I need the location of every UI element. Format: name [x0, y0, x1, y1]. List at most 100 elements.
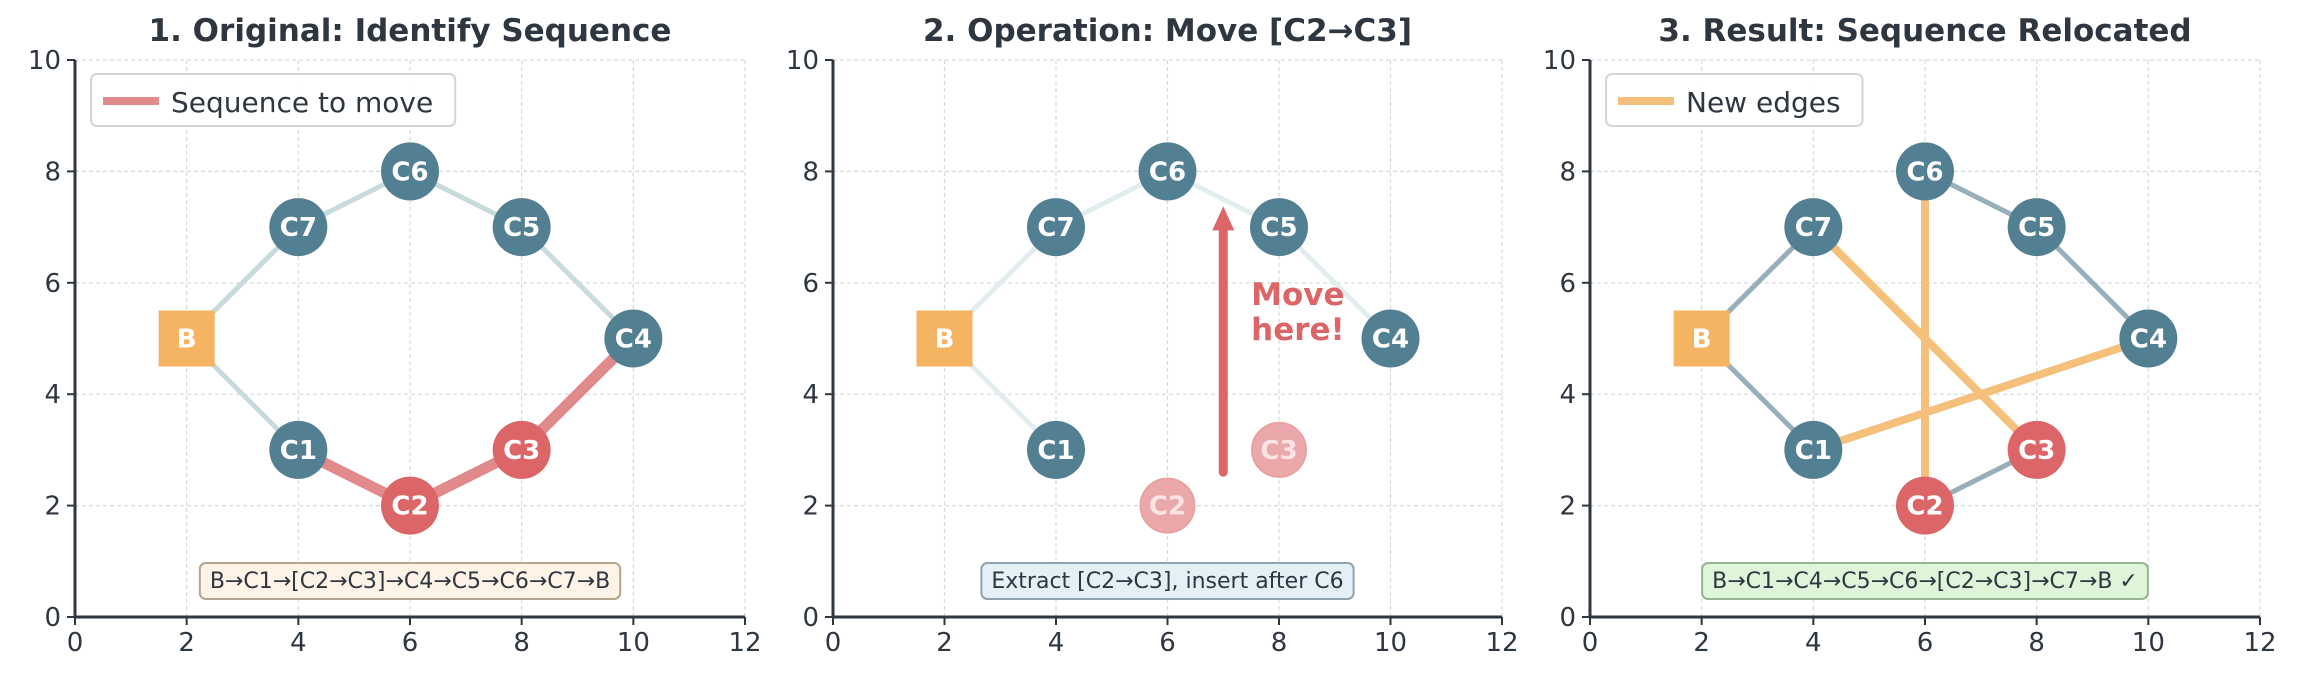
node-label: C6	[1149, 157, 1186, 187]
x-tick-label: 0	[67, 628, 84, 658]
x-tick-label: 10	[617, 628, 650, 658]
x-tick-label: 12	[728, 628, 761, 658]
node-b: B	[1673, 310, 1730, 367]
node-circle	[1027, 198, 1085, 257]
panel-title: 1. Original: Identify Sequence	[149, 13, 672, 49]
x-tick-label: 10	[1374, 628, 1407, 658]
y-tick-label: 0	[1559, 603, 1576, 633]
y-tick-label: 10	[1543, 46, 1576, 76]
node-c7: C7	[269, 198, 328, 257]
y-tick-label: 0	[802, 603, 819, 633]
node-circle	[2007, 198, 2066, 257]
node-label: C5	[2018, 213, 2055, 243]
caption-text: B→C1→C4→C5→C6→[C2→C3]→C7→B ✓	[1712, 569, 2138, 594]
node-label: B	[935, 325, 955, 355]
node-label: C3	[503, 436, 540, 466]
node-circle	[269, 198, 328, 257]
caption: Extract [C2→C3], insert after C6	[980, 562, 1355, 600]
x-tick-label: 2	[178, 628, 195, 658]
node-c3: C3	[492, 420, 551, 479]
x-tick-label: 2	[1693, 628, 1710, 658]
y-tick-label: 8	[802, 157, 819, 187]
node-c3: C3	[2007, 420, 2066, 479]
x-tick-label: 0	[1582, 628, 1599, 658]
legend: New edges	[1605, 73, 1864, 127]
node-label: C4	[1372, 325, 1409, 355]
panel-2: 0 2 4 6 8 10 12 0 2 4 6 8 10 2. Operation: Move [C2→C…	[786, 13, 1519, 658]
caption-text: Extract [C2→C3], insert after C6	[991, 569, 1343, 594]
y-tick-label: 8	[44, 157, 61, 187]
caption-box	[198, 562, 622, 600]
x-tick-label: 12	[1485, 628, 1518, 658]
x-tick-label: 4	[290, 628, 307, 658]
caption-box	[1701, 562, 2149, 600]
node-c7: C7	[1027, 198, 1085, 257]
node-label: C3	[2018, 436, 2055, 466]
panel-3: 0 2 4 6 8 10 12 0 2 4 6 8 10 3. Result: Sequence Relo…	[1543, 13, 2277, 658]
node-c5: C5	[1250, 198, 1308, 257]
node-c6: C6	[1896, 142, 1954, 201]
x-tick-label: 4	[1805, 628, 1822, 658]
caption: B→C1→[C2→C3]→C4→C5→C6→C7→B	[198, 562, 622, 600]
node-circle	[2007, 420, 2066, 479]
node-label: C2	[1149, 492, 1186, 522]
node-c2: C2	[1139, 477, 1196, 534]
node-label: B	[1692, 325, 1712, 355]
node-label: C6	[391, 157, 428, 187]
node-circle	[1896, 476, 1954, 535]
x-tick-label: 4	[1048, 628, 1065, 658]
node-c5: C5	[2007, 198, 2066, 257]
panel-1: 0 2 4 6 8 10 12 0 2 4 6 8 10 1. Original: Identify Se…	[28, 13, 762, 658]
node-label: C2	[1906, 492, 1943, 522]
base-node-square	[916, 310, 973, 367]
node-label: C3	[1260, 436, 1297, 466]
move-arrow-label: Move	[1251, 277, 1344, 313]
y-tick-label: 2	[1559, 492, 1576, 522]
node-c1: C1	[1784, 420, 1843, 479]
x-tick-label: 6	[1159, 628, 1176, 658]
legend-box	[90, 73, 457, 127]
node-circle	[381, 142, 439, 201]
node-c1: C1	[269, 420, 328, 479]
node-label: C1	[280, 436, 317, 466]
node-c4: C4	[604, 309, 663, 368]
node-circle	[2119, 309, 2178, 368]
node-b: B	[916, 310, 973, 367]
x-tick-label: 6	[402, 628, 419, 658]
node-c3: C3	[1251, 421, 1307, 478]
node-label: C5	[503, 213, 540, 243]
node-b: B	[158, 310, 215, 367]
node-c4: C4	[1361, 309, 1420, 368]
x-tick-label: 6	[1917, 628, 1934, 658]
edge-C3-C7	[1809, 223, 2041, 454]
y-tick-label: 4	[802, 380, 819, 410]
y-tick-label: 4	[1559, 380, 1576, 410]
x-tick-label: 12	[2243, 628, 2276, 658]
legend-label: New edges	[1686, 86, 1841, 119]
y-tick-label: 6	[1559, 269, 1576, 299]
y-tick-label: 0	[44, 603, 61, 633]
legend: Sequence to move	[90, 73, 457, 127]
caption-text: B→C1→[C2→C3]→C4→C5→C6→C7→B	[210, 569, 610, 594]
node-circle	[1896, 142, 1954, 201]
legend-box	[1605, 73, 1864, 127]
node-label: C7	[1795, 213, 1832, 243]
base-node-square	[1673, 310, 1730, 367]
node-c2: C2	[1896, 476, 1954, 535]
node-circle	[1027, 420, 1085, 479]
move-arrow-head	[1212, 206, 1235, 231]
node-label: C7	[1037, 213, 1074, 243]
node-circle	[381, 476, 439, 535]
move-arrow-label: here!	[1251, 312, 1345, 348]
node-c6: C6	[381, 142, 439, 201]
caption-box	[980, 562, 1355, 600]
panel-title: 3. Result: Sequence Relocated	[1658, 13, 2191, 49]
node-label: C6	[1906, 157, 1943, 187]
node-label: C2	[391, 492, 428, 522]
node-label: C1	[1795, 436, 1832, 466]
x-tick-label: 8	[513, 628, 530, 658]
y-tick-label: 10	[28, 46, 61, 76]
x-tick-label: 2	[936, 628, 953, 658]
